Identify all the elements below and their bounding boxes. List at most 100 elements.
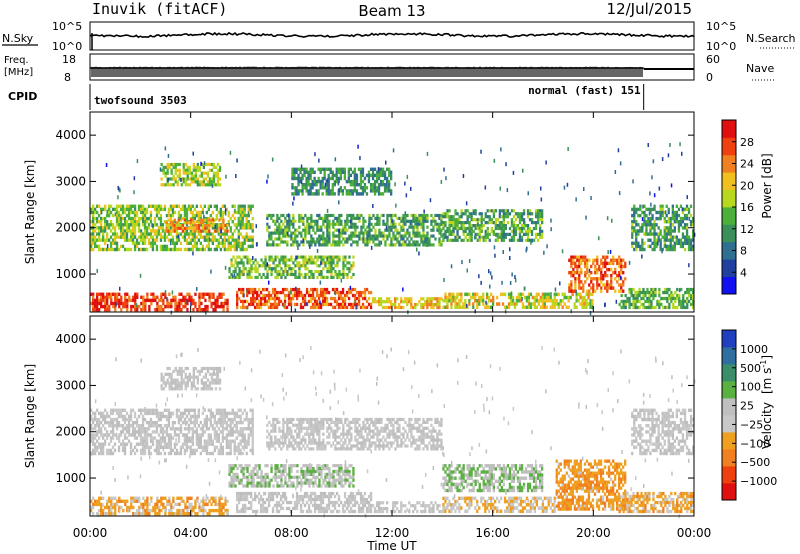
heatmap-cell bbox=[178, 308, 181, 312]
heatmap-cell bbox=[541, 305, 544, 309]
heatmap-cell bbox=[141, 213, 145, 218]
heatmap-cell bbox=[233, 223, 236, 227]
heatmap-cell bbox=[509, 247, 511, 252]
heatmap-cell bbox=[149, 204, 153, 208]
heatmap-cell bbox=[518, 215, 522, 219]
heatmap-cell bbox=[446, 209, 449, 213]
heatmap-cell bbox=[192, 505, 195, 510]
heatmap-cell bbox=[651, 232, 654, 236]
heatmap-cell bbox=[509, 256, 511, 260]
heatmap-cell bbox=[167, 153, 170, 158]
heatmap-cell bbox=[555, 302, 558, 306]
heatmap-cell bbox=[408, 300, 411, 304]
heatmap-cell bbox=[480, 235, 483, 239]
heatmap-cell bbox=[111, 223, 115, 227]
heatmap-cell bbox=[618, 258, 621, 262]
heatmap-cell bbox=[375, 173, 379, 178]
heatmap-cell bbox=[134, 496, 137, 500]
heatmap-cell bbox=[392, 219, 395, 223]
heatmap-cell bbox=[350, 213, 353, 218]
heatmap-cell bbox=[669, 247, 672, 252]
heatmap-cell bbox=[665, 247, 668, 252]
heatmap-cell bbox=[180, 178, 182, 182]
heatmap-cell bbox=[237, 244, 240, 249]
heatmap-cell bbox=[118, 304, 121, 309]
heatmap-cell bbox=[143, 229, 147, 233]
heatmap-cell bbox=[293, 170, 296, 174]
heatmap-cell bbox=[537, 292, 540, 297]
heatmap-cell bbox=[523, 305, 527, 309]
heatmap-cell bbox=[573, 302, 576, 306]
heatmap-cell bbox=[267, 500, 271, 505]
heatmap-cell bbox=[331, 192, 334, 196]
heatmap-cell bbox=[114, 212, 117, 217]
heatmap-cell bbox=[484, 221, 487, 225]
heatmap-cell bbox=[92, 295, 95, 299]
heatmap-cell bbox=[191, 204, 194, 208]
heatmap-cell bbox=[294, 188, 296, 193]
heatmap-cell bbox=[186, 505, 189, 510]
heatmap-cell bbox=[147, 216, 151, 221]
heatmap-cell bbox=[430, 228, 433, 232]
heatmap-cell bbox=[307, 293, 311, 298]
heatmap-cell bbox=[137, 241, 141, 245]
heatmap-cell bbox=[178, 496, 181, 500]
heatmap-cell bbox=[653, 229, 656, 233]
heatmap-cell bbox=[494, 238, 497, 242]
heatmap-cell bbox=[474, 235, 477, 239]
heatmap-cell bbox=[295, 293, 299, 298]
heatmap-cell bbox=[645, 207, 648, 212]
heatmap-cell bbox=[324, 255, 327, 259]
heatmap-cell bbox=[514, 224, 518, 228]
heatmap-cell bbox=[416, 234, 419, 238]
heatmap-cell bbox=[167, 218, 170, 222]
heatmap-cell bbox=[300, 255, 303, 259]
heatmap-cell bbox=[508, 226, 512, 231]
heatmap-cell bbox=[331, 170, 334, 174]
heatmap-cell bbox=[338, 200, 340, 205]
heatmap-cell bbox=[340, 228, 343, 232]
heatmap-cell bbox=[134, 298, 137, 303]
heatmap-cell bbox=[641, 247, 644, 252]
heatmap-cell bbox=[207, 204, 210, 208]
heatmap-cell bbox=[339, 293, 343, 298]
heatmap-cell bbox=[354, 225, 357, 229]
date-title: 12/Jul/2015 bbox=[607, 0, 692, 18]
heatmap-cell bbox=[289, 299, 293, 304]
heatmap-cell bbox=[213, 238, 216, 242]
heatmap-cell bbox=[580, 255, 583, 259]
heatmap-cell bbox=[301, 183, 304, 187]
heatmap-cell bbox=[344, 255, 347, 259]
heatmap-cell bbox=[677, 229, 681, 233]
heatmap-cell bbox=[162, 183, 165, 187]
heatmap-cell bbox=[665, 244, 668, 249]
heatmap-cell bbox=[265, 287, 269, 292]
heatmap-cell bbox=[264, 275, 267, 279]
heatmap-cell bbox=[514, 229, 518, 233]
heatmap-cell bbox=[638, 287, 641, 292]
heatmap-cell bbox=[300, 213, 303, 218]
heatmap-cell bbox=[114, 512, 117, 516]
heatmap-cell bbox=[102, 508, 105, 513]
heatmap-cell bbox=[683, 235, 687, 239]
heatmap-cell bbox=[106, 213, 109, 218]
colorbar-swatch bbox=[722, 224, 736, 243]
heatmap-cell bbox=[673, 220, 676, 224]
heatmap-cell bbox=[323, 186, 326, 190]
heatmap-cell bbox=[208, 221, 211, 225]
heatmap-cell bbox=[373, 189, 377, 193]
heatmap-cell bbox=[278, 258, 281, 262]
heatmap-cell bbox=[292, 219, 295, 223]
heatmap-cell bbox=[347, 287, 351, 292]
heatmap-cell bbox=[510, 291, 513, 296]
heatmap-cell bbox=[575, 197, 577, 202]
heatmap-cell bbox=[628, 260, 631, 265]
heatmap-cell bbox=[94, 210, 97, 215]
heatmap-cell bbox=[677, 207, 681, 212]
heatmap-cell bbox=[582, 286, 585, 290]
heatmap-cell bbox=[287, 290, 291, 295]
heatmap-cell bbox=[618, 255, 621, 259]
heatmap-cell bbox=[500, 209, 503, 213]
heatmap-cell bbox=[245, 232, 248, 236]
heatmap-cell bbox=[121, 229, 125, 233]
